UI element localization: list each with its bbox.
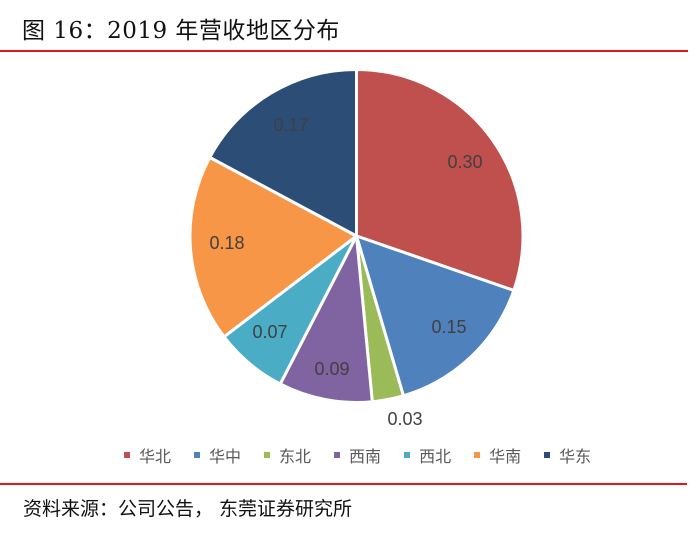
legend-marker-icon (194, 452, 201, 458)
data-label: 0.03 (387, 409, 422, 429)
legend-item-xinan: 西南 (328, 443, 381, 467)
pie-slice-华北 (355, 68, 525, 292)
pie-slice-华中 (355, 234, 516, 398)
data-label: 0.15 (431, 317, 466, 337)
source-note: 资料来源：公司公告， 东莞证券研究所 (23, 498, 353, 520)
legend-item-huabei: 华北 (118, 443, 171, 467)
chart-legend: 华北 华中 东北 西南 西北 华南 华东 (118, 443, 608, 467)
legend-label: 华东 (559, 447, 592, 466)
bottom-divider (0, 483, 687, 485)
legend-item-xibei: 西北 (398, 443, 451, 467)
legend-marker-icon (544, 452, 551, 458)
legend-label: 西北 (419, 447, 452, 466)
pie-data-labels: 0.30 0.15 0.03 0.09 0.07 0.18 0.17 (209, 115, 482, 429)
data-label: 0.07 (252, 322, 287, 342)
figure-title: 图 16：2019 年营收地区分布 (22, 18, 340, 44)
legend-item-huazhong: 华中 (188, 443, 241, 467)
legend-marker-icon (334, 452, 341, 458)
pie-slice-西南 (278, 234, 374, 404)
pie-slice-华东 (208, 68, 358, 238)
legend-item-huanan: 华南 (468, 443, 521, 467)
legend-marker-icon (264, 452, 271, 458)
top-divider (0, 50, 688, 52)
data-label: 0.18 (209, 233, 244, 253)
pie-slice-华南 (188, 155, 358, 339)
legend-label: 华南 (489, 447, 522, 466)
legend-item-dongbei: 东北 (258, 443, 311, 467)
legend-marker-icon (124, 452, 130, 458)
data-label: 0.09 (314, 359, 349, 379)
legend-marker-icon (474, 452, 481, 458)
data-label: 0.17 (273, 115, 308, 135)
pie-slices (188, 68, 525, 404)
legend-item-huadong: 华东 (538, 443, 591, 467)
data-label: 0.30 (447, 152, 482, 172)
legend-label: 华中 (209, 447, 242, 466)
legend-label: 华北 (139, 447, 172, 466)
legend-label: 西南 (349, 447, 382, 466)
legend-label: 东北 (279, 447, 312, 466)
legend-marker-icon (404, 452, 411, 458)
